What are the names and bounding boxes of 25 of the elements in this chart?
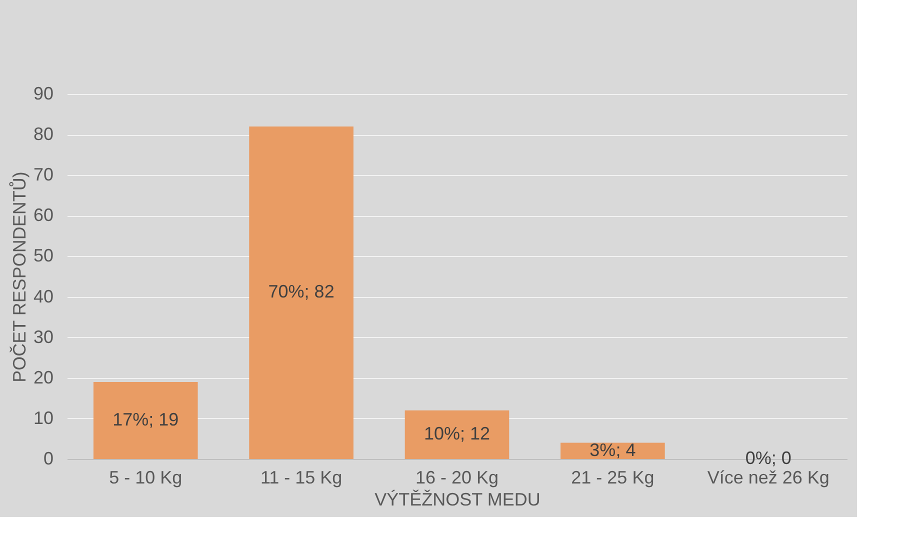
y-tick-label: 30 — [33, 326, 54, 347]
y-tick-label: 80 — [33, 124, 54, 144]
x-tick-label: 21 - 25 Kg — [571, 468, 654, 488]
y-tick-label: 50 — [33, 246, 54, 266]
y-axis-title: POČET RESPONDENTŮ) — [8, 172, 30, 382]
data-label: 10%; 12 — [424, 424, 490, 444]
y-tick-label: 70 — [33, 164, 54, 185]
y-tick-label: 60 — [33, 205, 54, 226]
x-tick-label: 16 - 20 Kg — [415, 468, 499, 488]
y-tick-label: 0 — [43, 448, 54, 468]
bar — [249, 126, 354, 459]
x-axis-title: VÝTĚŽNOST MEDU — [374, 490, 540, 510]
x-tick-label: Více než 26 Kg — [707, 468, 830, 488]
bar — [93, 382, 198, 459]
y-tick-label: 90 — [33, 84, 54, 104]
data-label: 3%; 4 — [590, 440, 636, 460]
bar — [404, 410, 510, 459]
y-tick-label: 20 — [33, 367, 54, 388]
data-label: 0%; 0 — [745, 448, 792, 468]
x-tick-label: 5 - 10 Kg — [109, 468, 182, 488]
data-label: 17%; 19 — [112, 409, 179, 430]
x-tick-label: 11 - 15 Kg — [260, 468, 342, 488]
y-tick-label: 40 — [33, 286, 54, 306]
y-tick-label: 10 — [33, 408, 54, 428]
data-label: 70%; 82 — [268, 282, 334, 302]
